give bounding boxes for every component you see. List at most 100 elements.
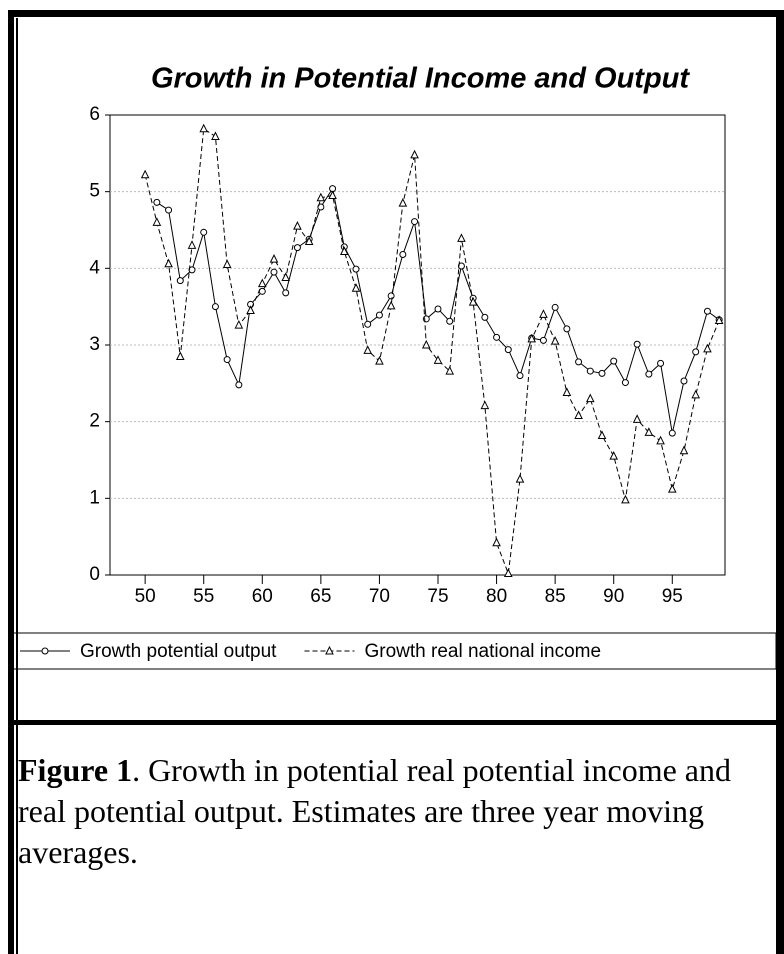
point-marker bbox=[492, 537, 501, 547]
y-tick-label: 2 bbox=[89, 411, 100, 432]
point-marker bbox=[246, 305, 255, 314]
point-marker bbox=[562, 387, 572, 397]
legend-label: Growth real national income bbox=[364, 641, 601, 662]
y-tick-label: 3 bbox=[89, 334, 100, 355]
x-tick-label: 75 bbox=[427, 586, 448, 607]
x-tick-label: 80 bbox=[486, 586, 507, 607]
point-marker bbox=[398, 198, 408, 207]
point-marker bbox=[200, 228, 208, 236]
point-marker bbox=[621, 494, 630, 504]
x-tick-label: 95 bbox=[662, 586, 683, 607]
frame-right bbox=[776, 10, 784, 954]
frame-left-inner bbox=[16, 18, 18, 954]
caption-text: . Growth in potential real potential inc… bbox=[18, 752, 731, 870]
y-tick-label: 6 bbox=[89, 104, 100, 125]
point-marker bbox=[316, 192, 326, 202]
point-marker bbox=[609, 451, 619, 460]
point-marker bbox=[551, 303, 559, 311]
point-marker bbox=[539, 309, 548, 318]
point-marker bbox=[703, 307, 711, 315]
point-marker bbox=[691, 389, 701, 399]
point-marker bbox=[680, 377, 688, 385]
point-marker bbox=[434, 305, 442, 313]
point-marker bbox=[632, 414, 642, 423]
legend-box bbox=[9, 632, 777, 670]
point-marker bbox=[281, 272, 291, 282]
point-marker bbox=[351, 283, 361, 292]
point-marker bbox=[140, 169, 150, 179]
point-marker bbox=[667, 484, 677, 493]
point-marker bbox=[211, 303, 219, 311]
point-marker bbox=[257, 278, 267, 288]
point-marker bbox=[234, 319, 244, 329]
point-marker bbox=[457, 262, 465, 270]
y-tick-label: 4 bbox=[89, 257, 100, 278]
point-marker bbox=[328, 190, 337, 199]
point-marker bbox=[598, 369, 606, 377]
point-marker bbox=[153, 198, 161, 206]
point-marker bbox=[375, 355, 384, 365]
point-marker bbox=[446, 317, 454, 325]
legend-label: Growth potential output bbox=[80, 641, 277, 662]
point-marker bbox=[480, 400, 490, 410]
x-tick-label: 50 bbox=[135, 586, 156, 607]
point-marker bbox=[575, 358, 583, 366]
point-marker bbox=[399, 251, 407, 259]
point-marker bbox=[339, 246, 349, 255]
point-marker bbox=[387, 292, 395, 300]
point-marker bbox=[363, 345, 373, 354]
point-marker bbox=[152, 217, 162, 226]
point-marker bbox=[586, 367, 594, 375]
caption-label: Figure 1 bbox=[18, 752, 133, 788]
point-marker bbox=[645, 370, 653, 378]
point-marker bbox=[550, 336, 560, 345]
point-marker bbox=[493, 333, 501, 341]
point-marker bbox=[610, 357, 618, 365]
x-tick-label: 65 bbox=[310, 586, 331, 607]
point-marker bbox=[503, 568, 513, 577]
point-marker bbox=[223, 356, 231, 364]
point-marker bbox=[679, 445, 689, 455]
point-marker bbox=[574, 410, 583, 420]
point-marker bbox=[668, 429, 676, 437]
point-marker bbox=[633, 340, 641, 348]
x-tick-label: 90 bbox=[603, 586, 624, 607]
point-marker bbox=[692, 348, 700, 356]
point-marker bbox=[269, 254, 279, 263]
point-marker bbox=[325, 645, 334, 655]
point-marker bbox=[293, 244, 301, 252]
x-tick-label: 70 bbox=[369, 586, 390, 607]
caption: Figure 1. Growth in potential real poten… bbox=[18, 750, 778, 873]
point-marker bbox=[703, 343, 712, 353]
point-marker bbox=[317, 203, 325, 211]
point-marker bbox=[282, 289, 290, 297]
x-tick-label: 55 bbox=[193, 586, 214, 607]
y-tick-label: 1 bbox=[89, 487, 100, 508]
point-marker bbox=[176, 277, 184, 285]
point-marker bbox=[375, 311, 383, 319]
point-marker bbox=[597, 430, 607, 439]
point-marker bbox=[621, 379, 629, 387]
point-marker bbox=[187, 240, 197, 249]
point-marker bbox=[410, 149, 419, 159]
point-marker bbox=[714, 315, 724, 324]
point-marker bbox=[504, 346, 512, 354]
point-marker bbox=[164, 258, 173, 268]
frame-divider bbox=[14, 720, 784, 725]
y-tick-label: 0 bbox=[89, 564, 100, 585]
point-marker bbox=[433, 355, 443, 364]
point-marker bbox=[585, 393, 595, 403]
series-line bbox=[144, 127, 720, 574]
point-marker bbox=[644, 427, 654, 436]
point-marker bbox=[563, 325, 571, 333]
point-marker bbox=[293, 221, 302, 230]
point-marker bbox=[421, 339, 431, 349]
point-marker bbox=[235, 381, 243, 389]
point-marker bbox=[468, 296, 478, 306]
x-tick-label: 85 bbox=[545, 586, 566, 607]
point-marker bbox=[515, 474, 525, 483]
frame-left bbox=[8, 10, 14, 954]
point-marker bbox=[481, 313, 489, 321]
